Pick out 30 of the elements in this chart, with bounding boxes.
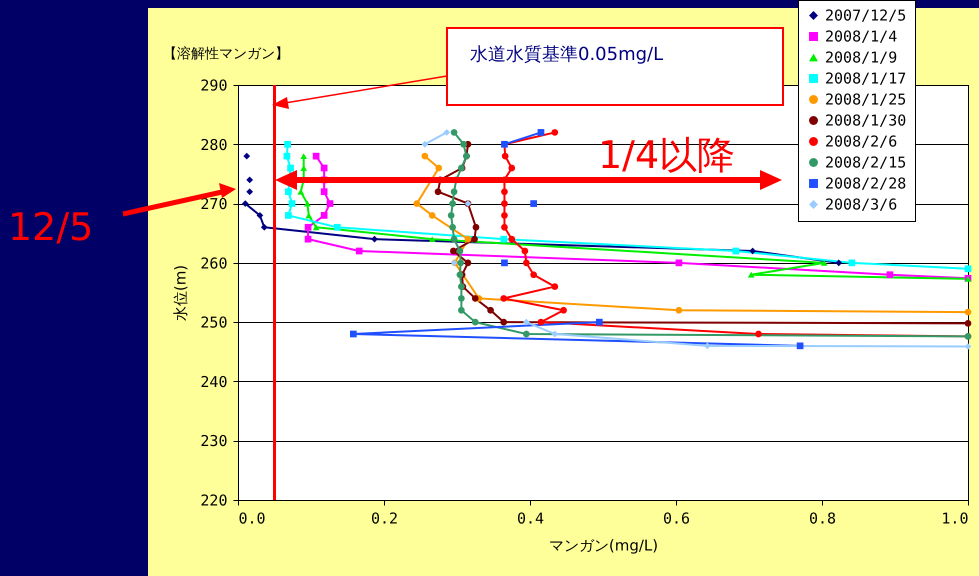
- legend-label: 2008/1/25: [825, 90, 906, 108]
- y-tick-label: 230: [200, 432, 228, 450]
- x-tick-label: 0.0: [238, 510, 266, 528]
- legend-label: 2008/2/15: [825, 154, 906, 172]
- x-tick-label: 1.0: [941, 510, 968, 528]
- x-tick-label: 0.2: [370, 510, 398, 528]
- x-tick-label: 0.4: [516, 510, 544, 528]
- y-tick-label: 260: [200, 254, 228, 272]
- legend-label: 2008/1/17: [825, 70, 906, 88]
- y-axis-title: 水位(m): [171, 264, 190, 322]
- y-tick-label: 280: [200, 136, 228, 154]
- text: 12/5: [8, 205, 94, 249]
- legend-label: 2008/1/4: [825, 28, 898, 46]
- y-tick-label: 240: [200, 372, 228, 391]
- legend-label: 2008/1/9: [825, 48, 898, 66]
- text: 水道水質基準0.05mg/L: [470, 44, 664, 65]
- y-tick-label: 250: [200, 314, 228, 332]
- legend-label: 2007/12/5: [825, 6, 906, 24]
- legend-label: 2008/2/28: [825, 174, 906, 192]
- x-axis-title: マンガン(mg/L): [548, 536, 658, 554]
- legend-label: 2008/1/30: [825, 112, 906, 130]
- x-tick-label: 0.6: [662, 510, 690, 528]
- x-tick-label: 0.8: [808, 510, 836, 528]
- legend-label: 2008/2/6: [825, 132, 898, 150]
- annotation: 1/4以降: [598, 133, 736, 177]
- legend-label: 2008/3/6: [825, 196, 898, 214]
- y-tick-label: 220: [200, 492, 228, 510]
- y-tick-label: 270: [200, 195, 228, 214]
- y-tick-label: 290: [200, 76, 228, 94]
- chart-title: 【溶解性マンガン】: [163, 46, 289, 62]
